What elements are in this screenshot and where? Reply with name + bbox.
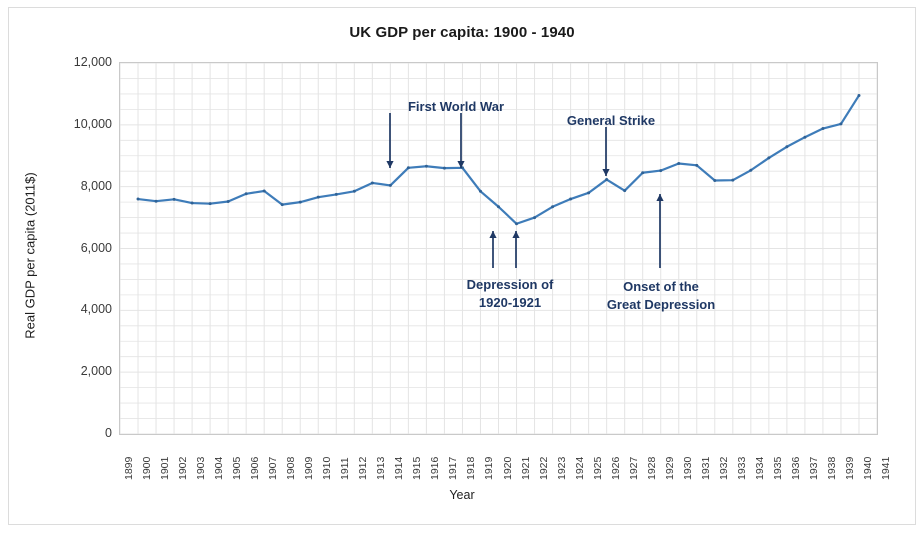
x-tick-label: 1905 [231,456,244,480]
x-tick-label: 1921 [519,456,532,480]
x-tick-label: 1916 [429,456,442,480]
y-tick-label: 0 [105,426,112,440]
gdp-series-markers [136,93,861,226]
x-tick-label: 1920 [501,456,514,480]
x-tick-label: 1901 [159,456,172,480]
x-tick-label: 1925 [591,456,604,480]
gridlines [120,63,877,434]
x-tick-label: 1929 [663,456,676,480]
y-axis-title: Real GDP per capita (2011$) [22,172,38,339]
x-tick-label: 1902 [177,456,190,480]
x-tick-label: 1918 [465,456,478,480]
x-axis-title: Year [449,488,475,502]
y-tick-label: 2,000 [80,364,112,379]
y-tick-label: 12,000 [73,55,112,69]
x-tick-label: 1937 [807,456,820,480]
x-tick-label: 1934 [753,456,766,480]
y-tick-label: 4,000 [80,302,112,317]
y-axis-tick-labels: 12,000 10,000 8,000 6,000 4,000 2,000 0 [0,55,112,440]
x-tick-label: 1903 [195,456,208,480]
x-axis-tick-labels: 1899 1900 1901 1902 1903 1904 1905 1906 1907 1908… [119,438,892,486]
x-tick-label: 1926 [609,456,622,480]
x-tick-label: 1904 [213,456,226,480]
x-tick-label: 1922 [537,456,550,480]
x-tick-label: 1938 [825,456,838,480]
x-tick-label: 1908 [285,456,298,480]
x-tick-label: 1936 [789,456,802,480]
y-tick-label: 6,000 [80,240,112,255]
x-tick-label: 1912 [357,456,370,480]
x-tick-label: 1931 [699,456,712,480]
x-tick-label: 1935 [771,456,784,480]
x-tick-label: 1913 [375,456,388,480]
x-tick-label: 1939 [843,456,856,480]
x-tick-label: 1911 [339,457,352,480]
x-tick-label: 1933 [735,456,748,480]
y-tick-label: 8,000 [80,178,112,193]
x-tick-label: 1928 [645,456,658,480]
x-tick-label: 1932 [717,456,730,480]
x-tick-label: 1940 [861,456,874,480]
x-tick-label: 1930 [681,456,694,480]
chart-plot-svg [120,63,877,434]
x-tick-label: 1907 [267,456,280,480]
y-tick-label: 10,000 [73,116,112,131]
x-tick-label: 1923 [555,456,568,480]
x-tick-label: 1910 [321,456,334,480]
x-tick-label: 1900 [141,456,154,480]
x-tick-label: 1917 [447,456,460,480]
x-tick-label: 1915 [411,456,424,480]
plot-area [119,62,878,435]
x-tick-label: 1919 [483,456,496,480]
x-tick-label: 1924 [573,456,586,480]
x-tick-label: 1927 [627,456,640,480]
x-tick-label: 1909 [303,456,316,480]
x-tick-label: 1906 [249,456,262,480]
x-tick-label: 1941 [880,456,892,480]
chart-title: UK GDP per capita: 1900 - 1940 [349,24,575,41]
x-tick-label: 1914 [393,456,406,480]
x-tick-label: 1899 [123,456,135,480]
